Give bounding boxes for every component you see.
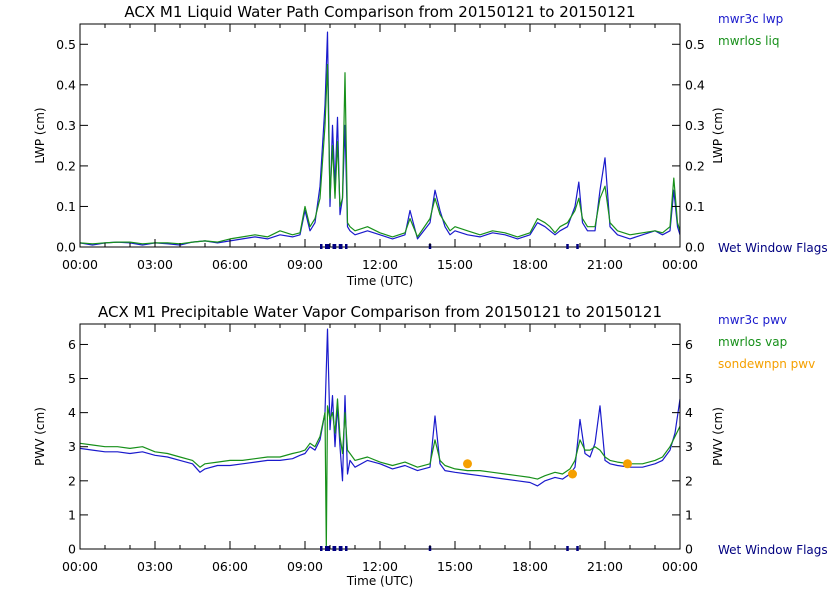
y-tick-label-right: 5 (685, 371, 693, 386)
wet-window-flag (320, 244, 323, 249)
wet-window-flag (576, 546, 579, 551)
x-tick-label: 09:00 (287, 559, 323, 574)
chart-title: ACX M1 Precipitable Water Vapor Comparis… (98, 303, 662, 321)
x-tick-label: 03:00 (137, 257, 173, 272)
y-tick-label-left: 0.5 (56, 37, 76, 52)
x-tick-label: 12:00 (362, 559, 398, 574)
y-axis-label-left: LWP (cm) (33, 107, 47, 163)
legend-entry: mwrlos liq (718, 34, 779, 48)
legend-entry: mwrlos vap (718, 335, 787, 349)
y-tick-label-right: 0.1 (685, 199, 705, 214)
wet-window-flag (332, 546, 337, 551)
x-tick-label: 21:00 (587, 257, 623, 272)
y-tick-label-left: 0.0 (56, 240, 76, 255)
y-axis-label-right: LWP (cm) (711, 107, 725, 163)
x-tick-label: 21:00 (587, 559, 623, 574)
x-tick-label: 06:00 (212, 559, 248, 574)
x-tick-label: 15:00 (437, 559, 473, 574)
x-tick-label: 00:00 (62, 559, 98, 574)
x-tick-label: 18:00 (512, 559, 548, 574)
series-line-mwrlos-liq (79, 63, 681, 245)
series-line-mwr3c-pwv (79, 328, 681, 487)
x-axis-label: Time (UTC) (346, 574, 413, 588)
wet-window-flag (338, 244, 343, 249)
y-axis-label-left: PWV (cm) (33, 407, 47, 466)
plot-frame (79, 323, 681, 550)
wet-window-flag (325, 244, 330, 249)
wet-window-flag (320, 546, 323, 551)
wet-window-flags-label: Wet Window Flags (718, 543, 828, 557)
wet-window-flag (325, 546, 330, 551)
lwp-panel: ACX M1 Liquid Water Path Comparison from… (33, 3, 828, 288)
sonde-point (463, 459, 472, 469)
wet-window-flag (332, 244, 337, 249)
y-tick-label-right: 6 (685, 337, 693, 352)
y-tick-label-right: 0.0 (685, 240, 705, 255)
x-tick-label: 00:00 (62, 257, 98, 272)
x-tick-label: 12:00 (362, 257, 398, 272)
x-tick-label: 00:00 (662, 257, 698, 272)
legend-entry: mwr3c pwv (718, 313, 787, 327)
wet-window-flag (566, 244, 569, 249)
y-tick-label-right: 0.4 (685, 77, 705, 92)
y-tick-label-right: 0.5 (685, 37, 705, 52)
wet-window-flag (566, 546, 569, 551)
y-tick-label-left: 6 (68, 337, 76, 352)
series-line-mwrlos-vap (79, 398, 681, 550)
x-tick-label: 15:00 (437, 257, 473, 272)
y-tick-label-right: 0.2 (685, 158, 705, 173)
y-tick-label-left: 1 (68, 507, 76, 522)
wet-window-flag (576, 244, 579, 249)
chart-title: ACX M1 Liquid Water Path Comparison from… (124, 3, 635, 21)
x-tick-label: 00:00 (662, 559, 698, 574)
legend-entry: mwr3c lwp (718, 12, 783, 26)
y-tick-label-left: 0.4 (56, 77, 76, 92)
y-tick-label-left: 5 (68, 371, 76, 386)
x-tick-label: 06:00 (212, 257, 248, 272)
wet-window-flag (338, 546, 343, 551)
y-tick-label-left: 4 (68, 405, 76, 420)
y-tick-label-right: 3 (685, 439, 693, 454)
sonde-point (623, 459, 632, 469)
y-tick-label-left: 2 (68, 473, 76, 488)
y-tick-label-right: 2 (685, 473, 693, 488)
x-tick-label: 09:00 (287, 257, 323, 272)
y-tick-label-right: 1 (685, 507, 693, 522)
x-tick-label: 18:00 (512, 257, 548, 272)
y-tick-label-right: 0.3 (685, 118, 705, 133)
wet-window-flag (345, 244, 348, 249)
x-tick-label: 03:00 (137, 559, 173, 574)
y-axis-label-right: PWV (cm) (711, 407, 725, 466)
plot-frame (79, 23, 681, 248)
y-tick-label-left: 0.2 (56, 158, 76, 173)
x-axis-label: Time (UTC) (346, 274, 413, 288)
y-tick-label-right: 0 (685, 542, 693, 557)
y-tick-label-left: 0.3 (56, 118, 76, 133)
y-tick-label-left: 3 (68, 439, 76, 454)
y-tick-label-left: 0 (68, 542, 76, 557)
legend-entry: sondewnpn pwv (718, 357, 815, 371)
y-tick-label-left: 0.1 (56, 199, 76, 214)
wet-window-flags-label: Wet Window Flags (718, 241, 828, 255)
sonde-point (568, 469, 577, 479)
y-tick-label-right: 4 (685, 405, 693, 420)
series-line-mwr3c-lwp (79, 31, 681, 246)
pwv-panel: ACX M1 Precipitable Water Vapor Comparis… (33, 303, 828, 588)
wet-window-flag (345, 546, 348, 551)
